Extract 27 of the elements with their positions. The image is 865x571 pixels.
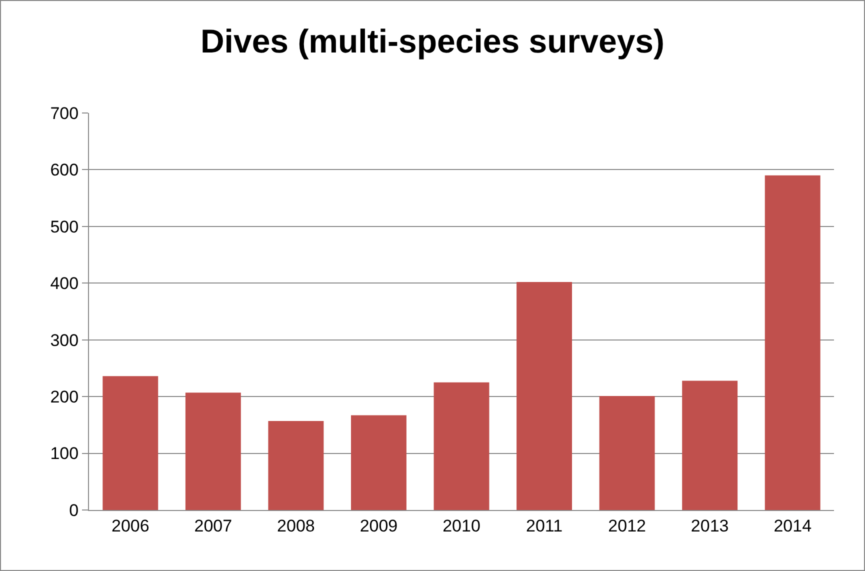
bar	[268, 420, 324, 510]
bar	[102, 376, 158, 510]
bar	[350, 415, 406, 510]
y-tick-label: 600	[50, 160, 79, 180]
y-tick-label: 200	[50, 388, 79, 407]
x-tick-label: 2009	[360, 516, 398, 536]
x-tick-label: 2011	[526, 516, 563, 536]
y-tick-label: 300	[50, 330, 79, 350]
x-tick-label: 2013	[690, 516, 729, 536]
x-tick-label: 2006	[111, 516, 150, 536]
bar	[764, 175, 820, 510]
y-tick-label: 700	[50, 104, 79, 123]
y-tick-label: 500	[50, 217, 79, 236]
bar	[516, 282, 572, 510]
bar	[185, 392, 241, 510]
x-tick-label: 2012	[608, 516, 646, 536]
x-tick-label: 2007	[194, 516, 232, 536]
bar	[599, 396, 655, 510]
y-tick-label: 100	[50, 444, 79, 464]
x-tick-label: 2010	[442, 516, 480, 536]
bar	[682, 380, 738, 510]
x-tick-label: 2008	[277, 516, 315, 536]
y-tick-label: 0	[69, 500, 79, 520]
x-tick-label: 2014	[774, 516, 812, 536]
y-tick-label: 400	[50, 274, 79, 294]
bar	[434, 382, 490, 510]
chart-title: Dives (multi-species surveys)	[200, 22, 665, 60]
